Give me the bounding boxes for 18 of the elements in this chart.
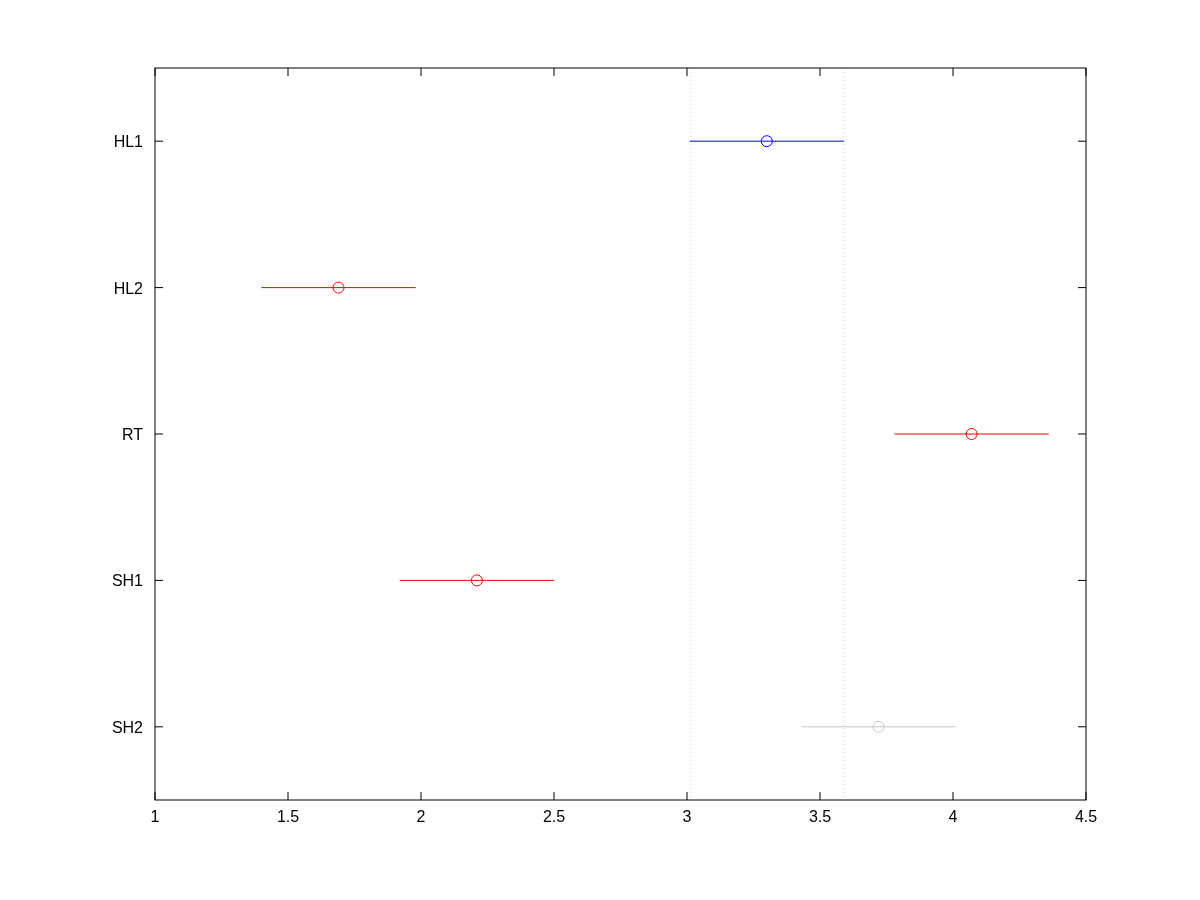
x-tick-label: 4: [948, 808, 958, 825]
y-tick-label: RT: [121, 426, 144, 443]
point: [872, 720, 885, 733]
point: [760, 135, 773, 148]
x-tick-label: 1: [150, 808, 160, 825]
point: [470, 574, 483, 587]
x-tick-label: 2.5: [542, 808, 566, 825]
x-tick-label: 3: [682, 808, 692, 825]
x-tick-label: 2: [416, 808, 426, 825]
y-tick-label: SH2: [111, 718, 144, 736]
x-tick-label: 4.5: [1074, 808, 1098, 825]
x-tick-label: 3.5: [808, 808, 832, 825]
y-tick-label: HL2: [113, 279, 144, 297]
point: [332, 281, 345, 294]
point: [965, 428, 978, 440]
y-tick-label: SH1: [111, 572, 144, 590]
x-tick-label: 1.5: [276, 808, 300, 825]
y-tick-label: HL1: [113, 133, 144, 151]
